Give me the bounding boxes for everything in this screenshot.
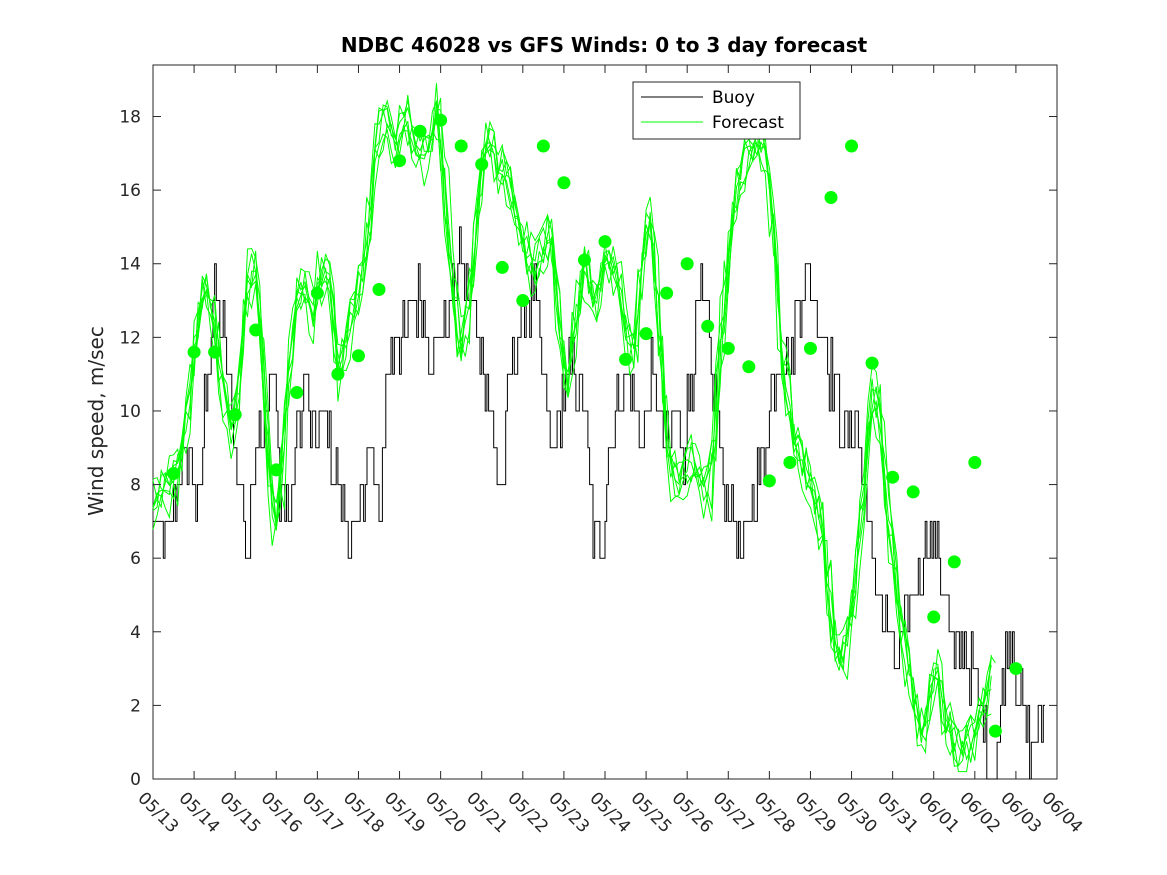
forecast-marker-point: [454, 139, 468, 153]
forecast-marker-point: [413, 124, 427, 138]
legend: Buoy Forecast: [632, 81, 801, 140]
forecast-marker-point: [701, 319, 715, 333]
forecast-marker-point: [310, 286, 324, 300]
forecast-marker-point: [372, 283, 386, 297]
y-tick-label: 6: [130, 549, 141, 569]
forecast-marker-point: [927, 610, 941, 624]
forecast-marker-point: [742, 360, 756, 374]
forecast-marker-point: [577, 253, 591, 267]
forecast-marker-point: [619, 352, 633, 366]
forecast-marker-layer: [167, 113, 1023, 738]
forecast-marker-point: [516, 294, 530, 308]
y-axis-label: Wind speed, m/sec: [84, 326, 108, 516]
forecast-series-line: [152, 101, 992, 755]
y-tick-label: 18: [119, 108, 141, 128]
forecast-marker-point: [598, 235, 612, 249]
forecast-marker-point: [660, 286, 674, 300]
chart-title: NDBC 46028 vs GFS Winds: 0 to 3 day fore…: [341, 33, 868, 57]
forecast-marker-point: [906, 485, 920, 499]
forecast-marker-point: [434, 113, 448, 127]
y-tick-label: 0: [130, 770, 141, 790]
forecast-marker-point: [639, 327, 653, 341]
y-tick-label: 8: [130, 476, 141, 496]
legend-buoy-label: Buoy: [712, 88, 755, 108]
forecast-marker-point: [290, 386, 304, 400]
forecast-series-line: [152, 99, 996, 747]
forecast-marker-point: [187, 345, 201, 359]
y-tick-label: 14: [119, 255, 141, 275]
forecast-marker-point: [947, 555, 961, 569]
forecast-marker-point: [680, 257, 694, 271]
y-tick-label: 2: [130, 696, 141, 716]
forecast-marker-point: [208, 345, 222, 359]
forecast-marker-point: [557, 176, 571, 190]
forecast-marker-point: [865, 356, 879, 370]
legend-forecast-label: Forecast: [712, 113, 784, 133]
forecast-marker-point: [351, 349, 365, 363]
forecast-marker-point: [968, 455, 982, 469]
forecast-marker-point: [1009, 662, 1023, 676]
plot-area: [152, 64, 1058, 780]
forecast-marker-point: [762, 474, 776, 488]
forecast-marker-point: [269, 463, 283, 477]
forecast-marker-point: [783, 455, 797, 469]
legend-box: [632, 81, 801, 140]
plot-frame: [152, 64, 1058, 780]
forecast-marker-point: [988, 724, 1002, 738]
forecast-marker-point: [536, 139, 550, 153]
y-tick-label: 12: [119, 328, 141, 348]
forecast-series-line: [152, 113, 992, 773]
forecast-marker-point: [495, 260, 509, 274]
forecast-marker-point: [886, 470, 900, 484]
y-tick-label: 10: [119, 402, 141, 422]
forecast-marker-point: [331, 367, 345, 381]
forecast-marker-point: [475, 157, 489, 171]
forecast-marker-point: [845, 139, 859, 153]
forecast-marker-point: [803, 341, 817, 355]
forecast-series-layer: [152, 83, 996, 773]
forecast-marker-point: [167, 467, 181, 481]
y-tick-label: 16: [119, 181, 141, 201]
forecast-marker-point: [249, 323, 263, 337]
forecast-marker-point: [824, 190, 838, 204]
forecast-marker-point: [721, 341, 735, 355]
forecast-marker-point: [228, 408, 242, 422]
forecast-marker-point: [393, 154, 407, 168]
y-axis: 0 2 4 6 8 10 12 14 16 18: [119, 108, 1057, 790]
y-tick-label: 4: [130, 623, 141, 643]
